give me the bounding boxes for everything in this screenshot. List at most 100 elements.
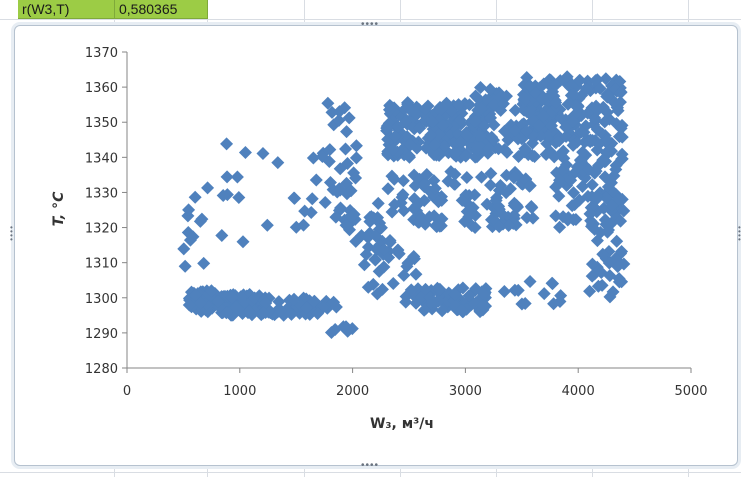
scatter-point <box>322 155 336 169</box>
scatter-point <box>484 178 498 192</box>
scatter-point <box>615 152 629 166</box>
scatter-point <box>369 229 383 243</box>
scatter-point <box>591 279 605 293</box>
scatter-point <box>617 204 631 218</box>
scatter-point <box>397 204 411 218</box>
scatter-point <box>248 291 262 305</box>
scatter-point <box>272 295 286 309</box>
scatter-point <box>383 98 397 112</box>
scatter-points <box>177 70 631 339</box>
scatter-point <box>549 96 563 110</box>
scatter-point <box>594 266 608 280</box>
scatter-point <box>495 207 509 221</box>
scatter-point <box>371 196 385 210</box>
scatter-point <box>589 104 603 118</box>
scatter-point <box>380 121 394 135</box>
scatter-point <box>289 220 303 234</box>
scatter-point <box>381 182 395 196</box>
scatter-point <box>462 289 476 303</box>
scatter-point <box>610 253 624 267</box>
scatter-point <box>321 96 335 110</box>
scatter-point <box>615 130 629 144</box>
scatter-point <box>349 171 363 185</box>
scatter-point <box>397 268 411 282</box>
scatter-point <box>329 300 343 314</box>
scatter-point <box>518 296 532 310</box>
resize-handle-top[interactable]: •••• <box>361 19 380 30</box>
scatter-point <box>518 91 532 105</box>
scatter-point <box>193 214 207 228</box>
scatter-point <box>403 138 417 152</box>
scatter-point <box>590 234 604 248</box>
scatter-point <box>219 306 233 320</box>
scatter-point <box>611 104 625 118</box>
scatter-point <box>357 258 371 272</box>
scatter-point <box>462 210 476 224</box>
scatter-point <box>383 233 397 247</box>
scatter-point <box>485 130 499 144</box>
scatter-point <box>260 218 274 232</box>
scatter-point <box>519 124 533 138</box>
scatter-point <box>456 281 470 295</box>
scatter-point <box>447 177 461 191</box>
scatter-point <box>182 203 196 217</box>
scatter-point <box>574 125 588 139</box>
scatter-point <box>469 89 483 103</box>
scatter-point <box>468 188 482 202</box>
scatter-point <box>609 82 623 96</box>
scatter-point <box>575 88 589 102</box>
resize-handle-right[interactable]: •••• <box>738 224 741 244</box>
x-tick-label: 0 <box>123 384 131 399</box>
scatter-point <box>188 190 202 204</box>
cell-label[interactable]: r(W3,T) <box>18 0 115 19</box>
scatter-point <box>388 129 402 143</box>
scatter-point <box>509 198 523 212</box>
scatter-point <box>598 115 612 129</box>
resize-handle-left[interactable]: • • • • <box>10 223 14 244</box>
scatter-point <box>407 250 421 264</box>
scatter-point <box>431 195 445 209</box>
scatter-point <box>467 297 481 311</box>
scatter-point <box>307 295 321 309</box>
scatter-point <box>576 145 590 159</box>
scatter-point <box>561 97 575 111</box>
scatter-point <box>349 151 363 165</box>
scatter-point <box>182 298 196 312</box>
scatter-point <box>590 122 604 136</box>
scatter-point <box>470 140 484 154</box>
scatter-point <box>298 204 312 218</box>
scatter-point <box>204 284 218 298</box>
x-axis-label: W₃, м³/ч <box>370 416 434 432</box>
chart-area[interactable]: •••• •••• •••• •••• 1280 1290 1300 1310 1320… <box>10 19 741 471</box>
resize-handle-bottom[interactable]: •••• <box>361 460 380 471</box>
scatter-point <box>407 201 421 215</box>
scatter-point <box>386 277 400 291</box>
y-tick-label: 1370 <box>85 46 118 61</box>
scatter-point <box>238 146 252 160</box>
scatter-point <box>496 97 510 111</box>
axes: 1280 1290 1300 1310 1320 1330 1340 1350 1360 1370… <box>85 46 708 399</box>
scatter-point <box>404 283 418 297</box>
scatter-point <box>344 184 358 198</box>
scatter-point <box>433 282 447 296</box>
scatter-point <box>585 257 599 271</box>
scatter-point <box>419 282 433 296</box>
scatter-point <box>178 259 192 273</box>
scatter-point <box>305 192 319 206</box>
scatter-point <box>340 125 354 139</box>
scatter-point <box>396 188 410 202</box>
scatter-point <box>234 290 248 304</box>
scatter-point <box>318 196 332 210</box>
scatter-point <box>347 207 361 221</box>
scatter-point <box>256 146 270 160</box>
scatter-point <box>332 113 346 127</box>
scatter-point <box>409 267 423 281</box>
scatter-point <box>498 124 512 138</box>
cell-value[interactable]: 0,580365 <box>115 0 208 19</box>
scatter-point <box>377 260 391 274</box>
scatter-point <box>342 111 356 125</box>
scatter-point <box>391 120 405 134</box>
scatter-point <box>377 243 391 257</box>
scatter-point <box>462 98 476 112</box>
scatter-point <box>526 211 540 225</box>
